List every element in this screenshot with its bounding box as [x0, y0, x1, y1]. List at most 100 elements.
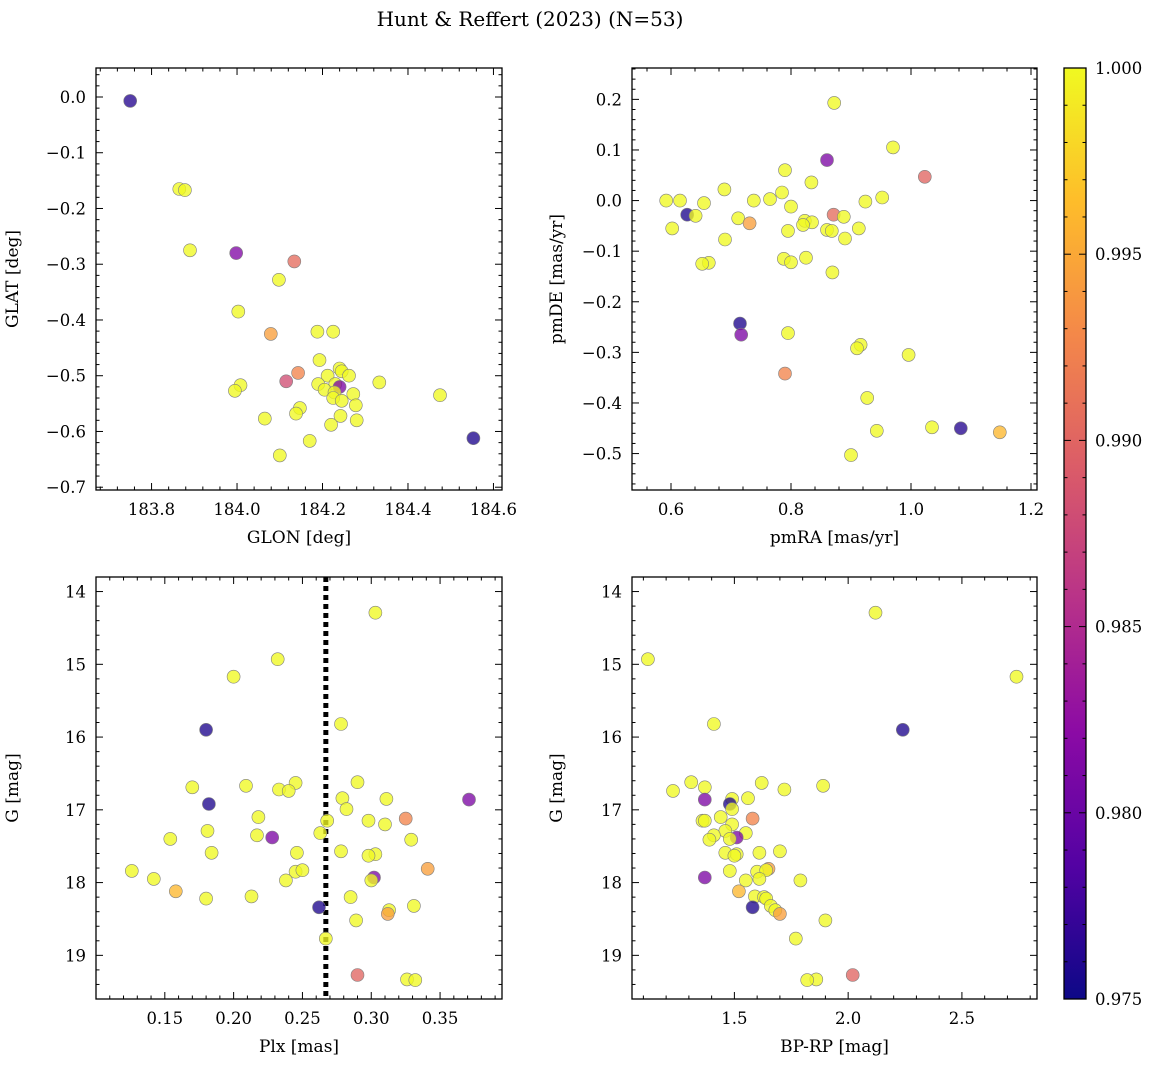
- data-point: [251, 810, 266, 824]
- axes-frame: [631, 576, 1038, 1000]
- x-tick-label: 184.6: [470, 500, 517, 519]
- data-point: [183, 243, 197, 258]
- colorbar-tick-label: 0.990: [1095, 431, 1142, 450]
- y-tick-label: −0.3: [46, 255, 86, 274]
- x-tick-label: 1.0: [898, 500, 924, 519]
- data-point: [204, 845, 219, 860]
- data-point: [732, 884, 746, 899]
- data-point: [992, 425, 1007, 440]
- y-axis-label: G [mag]: [3, 753, 23, 822]
- scatter-panel-4: 1.5 2.0 2.5 14 15 16 17 18 19 BP-RP [mag] G [mag]: [547, 576, 1038, 1057]
- axes-frame: [631, 67, 1038, 491]
- data-point: [290, 845, 304, 860]
- data-point: [745, 811, 760, 826]
- data-point: [342, 368, 356, 383]
- data-point: [349, 913, 363, 928]
- scatter-panel-3: 0.15 0.20 0.25 0.30 0.35 14 15 16 17 18 19 Plx [mas…: [3, 576, 503, 1057]
- colorbar-gradient: [1064, 68, 1086, 999]
- data-point: [796, 218, 810, 232]
- data-point: [318, 931, 333, 946]
- data-point: [836, 210, 851, 224]
- colorbar-tick-label: 0.980: [1095, 804, 1142, 823]
- x-tick-label: 2.5: [949, 1009, 975, 1028]
- y-tick-label: 0.1: [596, 141, 622, 160]
- colorbar-tick-label: 0.975: [1095, 990, 1142, 1009]
- data-point: [673, 193, 687, 208]
- data-point: [869, 423, 884, 438]
- y-tick-label: −0.1: [46, 144, 86, 163]
- data-point: [257, 411, 272, 426]
- data-point: [287, 254, 302, 269]
- data-point: [722, 864, 737, 878]
- y-axis-label: GLAT [deg]: [3, 230, 23, 328]
- x-tick-label: 184.0: [213, 500, 260, 519]
- data-point: [250, 828, 264, 843]
- data-point: [731, 211, 746, 226]
- data-point: [333, 409, 348, 423]
- data-point: [917, 170, 932, 184]
- data-point: [697, 780, 712, 795]
- data-point: [348, 398, 363, 413]
- x-tick-label: 0.35: [422, 1009, 459, 1028]
- x-axis-label: GLON [deg]: [247, 528, 351, 548]
- data-point: [838, 231, 852, 246]
- data-point: [845, 968, 860, 982]
- data-point: [804, 175, 819, 190]
- data-point: [824, 224, 839, 238]
- data-point: [820, 153, 834, 167]
- x-tick-label: 0.30: [353, 1009, 390, 1028]
- data-point: [717, 182, 732, 197]
- x-tick-label: 0.6: [658, 500, 684, 519]
- x-tick-label: 1.5: [721, 1009, 747, 1028]
- data-point: [279, 374, 294, 389]
- data-point: [738, 873, 753, 888]
- data-point: [641, 652, 655, 667]
- data-point: [361, 813, 376, 828]
- colorbar: 0.975 0.980 0.985 0.990 0.995 1.000: [1063, 59, 1142, 1009]
- data-point: [745, 900, 760, 915]
- y-tick-label: −0.5: [46, 367, 86, 386]
- x-tick-label: 0.15: [146, 1009, 183, 1028]
- data-point: [818, 913, 833, 928]
- y-tick-label: −0.3: [582, 343, 622, 362]
- data-point: [778, 366, 792, 381]
- scatter-panel-1: 183.8 184.0 184.2 184.4 184.6 0.0 −0.1 −0.2 −0.3…: [3, 67, 517, 548]
- data-point: [169, 884, 183, 899]
- y-tick-label: 14: [65, 583, 86, 602]
- data-point: [858, 194, 873, 209]
- scatter-panels: 183.8 184.0 184.2 184.4 184.6 0.0 −0.1 −0.2 −0.3…: [3, 67, 1044, 1057]
- data-point: [886, 140, 900, 155]
- y-tick-label: 15: [65, 655, 86, 674]
- data-point: [239, 778, 253, 793]
- data-point: [697, 870, 712, 885]
- data-point: [778, 163, 792, 177]
- data-point: [312, 900, 326, 915]
- data-point: [320, 813, 335, 828]
- y-tick-label: −0.4: [46, 311, 86, 330]
- y-tick-label: −0.2: [46, 199, 86, 218]
- y-tick-label: 19: [65, 946, 86, 965]
- data-point: [688, 209, 703, 223]
- data-point: [270, 652, 285, 667]
- data-point: [408, 973, 423, 987]
- data-point: [851, 221, 866, 236]
- data-point: [784, 199, 798, 214]
- data-point: [697, 813, 712, 828]
- data-point: [695, 256, 710, 271]
- data-point: [1009, 669, 1024, 684]
- data-point: [407, 899, 421, 913]
- data-point: [777, 782, 792, 797]
- y-axis-label: G [mag]: [547, 753, 567, 822]
- data-point: [202, 797, 216, 811]
- x-tick-label: 1.2: [1018, 500, 1044, 519]
- colorbar-tick-label: 1.000: [1095, 59, 1142, 78]
- data-point: [775, 185, 789, 200]
- data-point: [844, 448, 858, 462]
- data-point: [200, 824, 215, 838]
- y-tick-label: −0.5: [582, 445, 622, 464]
- x-tick-label: 2.0: [835, 1009, 861, 1028]
- data-point: [378, 817, 392, 832]
- data-point: [850, 341, 864, 356]
- x-axis-label: Plx [mas]: [259, 1037, 339, 1057]
